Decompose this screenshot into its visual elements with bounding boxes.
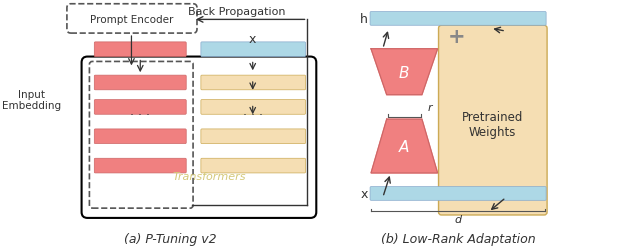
- FancyBboxPatch shape: [94, 76, 186, 90]
- FancyBboxPatch shape: [201, 76, 305, 90]
- Text: h: h: [360, 13, 368, 26]
- Text: Transformers: Transformers: [173, 171, 246, 181]
- Polygon shape: [371, 120, 438, 173]
- FancyBboxPatch shape: [201, 159, 305, 173]
- FancyBboxPatch shape: [67, 5, 197, 34]
- FancyBboxPatch shape: [201, 130, 305, 144]
- Text: x: x: [360, 187, 368, 200]
- Text: (b) Low-Rank Adaptation: (b) Low-Rank Adaptation: [381, 232, 536, 245]
- FancyBboxPatch shape: [201, 100, 305, 115]
- FancyBboxPatch shape: [94, 130, 186, 144]
- FancyBboxPatch shape: [370, 187, 546, 201]
- Text: Input
Embedding: Input Embedding: [2, 89, 61, 111]
- Text: · · ·: · · ·: [131, 108, 150, 121]
- FancyBboxPatch shape: [438, 26, 547, 215]
- Text: A: A: [399, 139, 410, 154]
- Text: Prompt Encoder: Prompt Encoder: [90, 15, 173, 25]
- Text: B: B: [399, 66, 410, 80]
- Text: Back Propagation: Back Propagation: [188, 7, 286, 17]
- Text: r: r: [428, 103, 432, 113]
- FancyBboxPatch shape: [201, 43, 305, 57]
- FancyBboxPatch shape: [94, 159, 186, 173]
- FancyBboxPatch shape: [370, 13, 546, 26]
- Text: (a) P-Tuning v2: (a) P-Tuning v2: [124, 232, 217, 245]
- FancyBboxPatch shape: [94, 43, 186, 57]
- Text: +: +: [447, 27, 465, 47]
- Polygon shape: [371, 50, 438, 95]
- Text: x: x: [249, 33, 257, 46]
- FancyBboxPatch shape: [94, 100, 186, 115]
- Text: Pretrained
Weights: Pretrained Weights: [461, 111, 523, 139]
- Text: d: d: [454, 214, 461, 224]
- Text: · · ·: · · ·: [243, 108, 263, 121]
